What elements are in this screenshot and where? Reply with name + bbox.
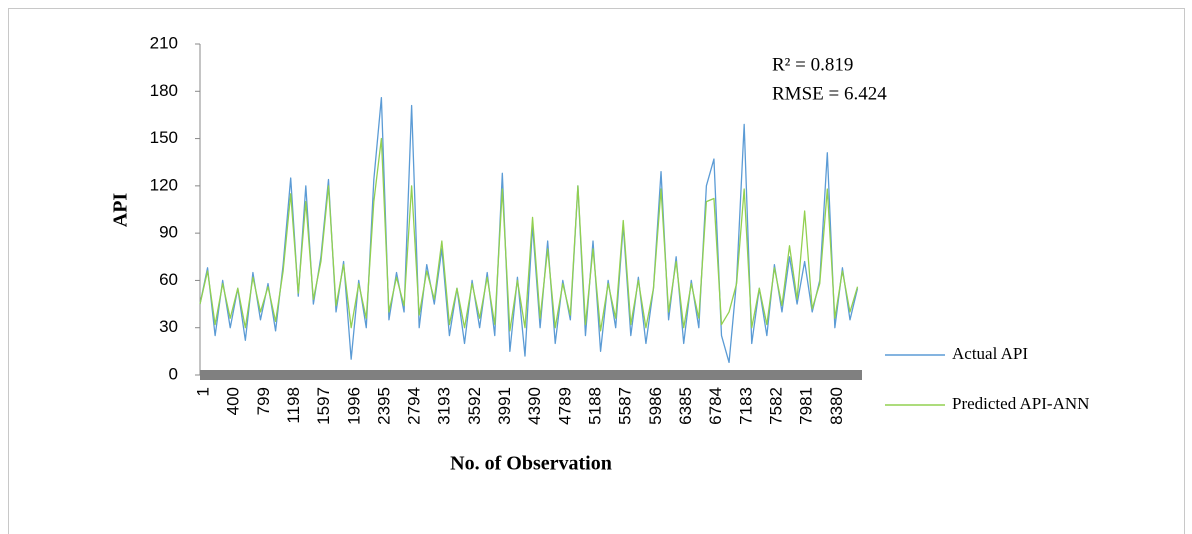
x-tick-label: 3592: [465, 387, 484, 425]
x-tick-label: 799: [254, 387, 273, 415]
x-tick-label: 1198: [284, 387, 303, 424]
x-axis-title: No. of Observation: [450, 453, 612, 475]
x-tick-label: 7582: [766, 387, 785, 425]
x-tick-label: 8380: [827, 387, 846, 425]
legend-label: Actual API: [952, 344, 1028, 363]
legend-label: Predicted API-ANN: [952, 394, 1089, 413]
y-tick-label: 180: [150, 81, 178, 100]
y-axis-title: API: [110, 193, 132, 228]
x-tick-label: 5986: [646, 387, 665, 425]
x-tick-label: 1996: [344, 387, 363, 425]
y-tick-label: 60: [159, 270, 178, 289]
x-tick-label: 5587: [616, 387, 635, 425]
x-tick-label: 5188: [586, 387, 605, 425]
x-tick-label: 4789: [555, 387, 574, 425]
x-tick-label: 3193: [435, 387, 454, 425]
y-tick-label: 90: [159, 223, 178, 242]
x-tick-label: 1: [193, 387, 212, 396]
annotation: R² = 0.819: [772, 54, 853, 75]
series-line: [199, 137, 859, 332]
annotation: RMSE = 6.424: [772, 83, 887, 104]
x-tick-label: 6385: [676, 387, 695, 425]
x-axis-bar: [200, 370, 862, 380]
series-line: [199, 96, 859, 364]
x-tick-label: 2794: [405, 387, 424, 425]
y-tick-label: 150: [150, 128, 178, 147]
chart-border: [8, 8, 1185, 534]
x-tick-label: 7183: [736, 387, 755, 425]
x-tick-label: 6784: [706, 387, 725, 425]
y-tick-label: 210: [150, 33, 178, 52]
y-tick-label: 120: [150, 175, 178, 194]
x-tick-label: 4390: [525, 387, 544, 425]
x-tick-label: 2395: [374, 387, 393, 425]
x-tick-label: 3991: [495, 387, 514, 425]
x-tick-label: 400: [224, 387, 243, 415]
y-tick-label: 30: [159, 317, 178, 336]
x-tick-label: 1597: [314, 387, 333, 425]
x-tick-label: 7981: [797, 387, 816, 425]
y-tick-label: 0: [169, 364, 178, 383]
